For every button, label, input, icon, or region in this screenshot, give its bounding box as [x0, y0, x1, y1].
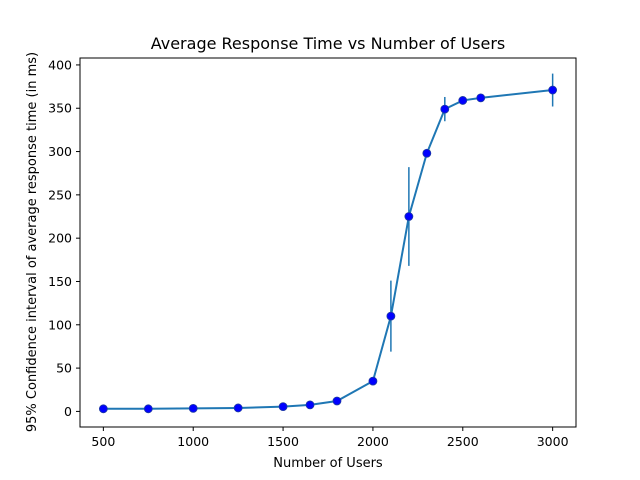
data-point	[476, 93, 486, 103]
x-tick-label: 3000	[537, 434, 569, 449]
data-point	[458, 96, 468, 105]
data-point	[188, 403, 198, 413]
y-tick-label: 100	[48, 317, 72, 332]
x-tick-label: 500	[91, 434, 115, 449]
data-point	[143, 404, 153, 414]
data-point	[332, 396, 342, 406]
data-point	[404, 212, 414, 221]
y-tick-label: 400	[48, 57, 72, 72]
y-tick-label: 250	[48, 187, 72, 202]
data-point	[386, 311, 396, 321]
x-axis: 500 1000 1500 2000 2500 3000	[91, 427, 569, 449]
data-point	[98, 404, 108, 414]
y-tick-label: 300	[48, 144, 72, 159]
data-point	[548, 85, 558, 95]
plot-area	[79, 57, 577, 428]
x-tick-label: 1500	[267, 434, 299, 449]
y-tick-label: 350	[48, 101, 72, 116]
x-tick-label: 1000	[177, 434, 209, 449]
y-tick-label: 150	[48, 274, 72, 289]
chart-title: Average Response Time vs Number of Users	[151, 34, 506, 53]
series-line	[103, 89, 553, 410]
data-point	[233, 403, 243, 413]
y-tick-label: 0	[64, 404, 72, 419]
y-tick-label: 200	[48, 231, 72, 246]
data-point	[278, 402, 288, 412]
x-tick-label: 2500	[447, 434, 479, 449]
data-point	[368, 376, 378, 386]
plot-frame	[79, 57, 577, 428]
data-point	[440, 104, 450, 114]
data-point	[305, 400, 315, 410]
data-point	[422, 148, 432, 158]
y-axis: 0 50 100 150 200 250 300 350 400	[48, 57, 80, 419]
series-layer	[98, 73, 558, 414]
x-axis-label: Number of Users	[273, 456, 383, 471]
y-axis-label: 95% Confidence interval of average respo…	[25, 52, 40, 432]
x-tick-label: 2000	[357, 434, 389, 449]
y-tick-label: 50	[56, 361, 72, 376]
